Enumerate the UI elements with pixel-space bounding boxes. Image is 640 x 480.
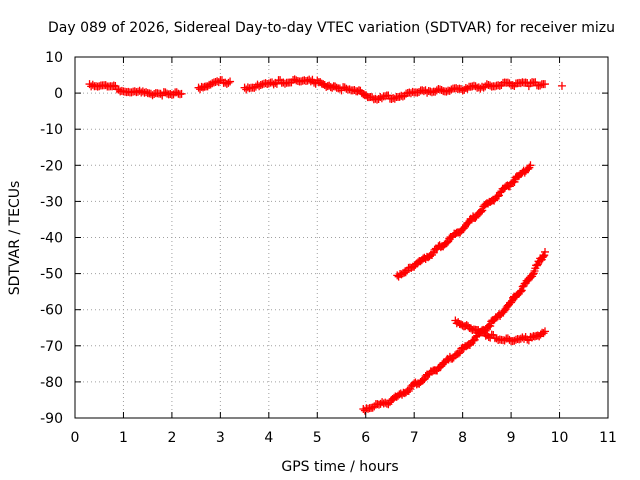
series-band-a (85, 80, 186, 100)
x-tick-label: 7 (410, 430, 419, 446)
x-tick-label: 11 (599, 430, 617, 446)
data-point (541, 247, 550, 256)
data-point (507, 298, 516, 307)
series-band-c (240, 75, 550, 104)
x-tick-label: 1 (119, 430, 128, 446)
data-point (224, 78, 233, 87)
series-trend-upper (393, 161, 535, 281)
data-point (526, 161, 535, 170)
data-point (510, 177, 519, 186)
y-tick-label: -90 (40, 411, 63, 427)
y-tick-label: -40 (40, 231, 63, 247)
y-tick-label: -30 (40, 194, 63, 210)
data-point (454, 349, 463, 358)
data-points (85, 75, 566, 415)
y-tick-label: 10 (45, 50, 63, 66)
data-point (541, 80, 550, 89)
data-point (419, 376, 428, 385)
series-arc (451, 316, 550, 346)
data-point (517, 286, 526, 295)
data-point (532, 261, 541, 270)
x-tick-label: 9 (507, 430, 516, 446)
x-tick-label: 0 (71, 430, 80, 446)
series-trend-lower (359, 247, 550, 415)
data-point (226, 77, 235, 86)
y-tick-label: -10 (40, 122, 63, 138)
y-axis-title: SDTVAR / TECUs (7, 181, 23, 296)
y-tick-label: -70 (40, 339, 63, 355)
x-tick-label: 8 (458, 430, 467, 446)
series-isolated (557, 81, 566, 90)
y-tick-label: -80 (40, 375, 63, 391)
data-point (401, 268, 410, 277)
chart-title: Day 089 of 2026, Sidereal Day-to-day VTE… (48, 20, 615, 36)
data-point (557, 81, 566, 90)
x-tick-label: 10 (551, 430, 569, 446)
data-point (486, 322, 495, 331)
data-point (478, 206, 487, 215)
data-point (541, 327, 550, 336)
x-axis-title: GPS time / hours (281, 459, 398, 475)
y-tick-label: 0 (54, 86, 63, 102)
series-band-b (194, 76, 235, 94)
y-tick-label: -20 (40, 158, 63, 174)
y-tick-label: -60 (40, 303, 63, 319)
x-tick-label: 4 (264, 430, 273, 446)
x-tick-label: 2 (167, 430, 176, 446)
data-point (177, 89, 186, 98)
x-tick-label: 3 (216, 430, 225, 446)
data-point (456, 348, 465, 357)
axis-ticks: 0 1 2 3 4 5 6 7 8 9 10 11 10 0 -10 -20 -30 -40 -50 -60 -70 -8… (40, 50, 617, 446)
data-point (539, 329, 548, 338)
plot-frame (74, 56, 609, 419)
data-point (442, 238, 451, 247)
data-point (477, 207, 486, 216)
x-tick-label: 6 (361, 430, 370, 446)
data-point (539, 252, 548, 261)
grid (75, 57, 608, 418)
x-tick-label: 5 (313, 430, 322, 446)
data-point (516, 287, 525, 296)
y-tick-label: -50 (40, 267, 63, 283)
